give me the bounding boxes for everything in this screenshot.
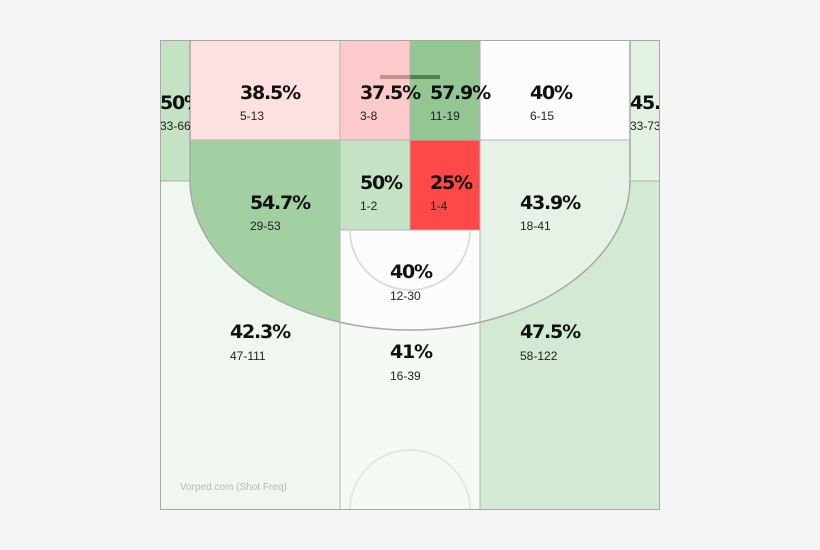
zone-label-paint-left-high: 50% xyxy=(360,172,403,194)
zone-top-key-mid xyxy=(340,230,480,330)
zone-left-corner-three xyxy=(160,40,190,181)
zone-count-paint-left-high: 1-2 xyxy=(360,199,378,213)
zone-label-paint-left-low: 37.5% xyxy=(360,82,421,104)
watermark: Vorped.com (Shot Freq) xyxy=(180,482,287,493)
court-lines xyxy=(160,40,660,510)
zone-label-right-wing-three: 47.5% xyxy=(520,321,581,343)
zone-label-paint-right-low: 57.9% xyxy=(430,82,491,104)
zone-count-paint-left-low: 3-8 xyxy=(360,109,378,123)
zone-count-top-key-mid: 12-30 xyxy=(390,289,421,303)
zone-label-paint-right-high: 25% xyxy=(430,172,473,194)
zone-count-paint-right-low: 11-19 xyxy=(430,109,460,123)
zone-label-left-wing-mid: 54.7% xyxy=(250,192,311,214)
zone-right-baseline-mid xyxy=(480,40,630,140)
zone-label-right-wing-mid: 43.9% xyxy=(520,192,581,214)
zone-label-right-corner-three: 45.2% xyxy=(630,92,691,114)
zone-count-right-corner-three: 33-73 xyxy=(630,119,661,133)
zone-count-left-baseline-mid: 5-13 xyxy=(240,109,264,123)
zone-label-left-corner-three: 50% xyxy=(160,92,203,114)
zone-count-right-wing-mid: 18-41 xyxy=(520,219,551,233)
zone-count-left-wing-mid: 29-53 xyxy=(250,219,281,233)
zone-label-left-wing-three: 42.3% xyxy=(230,321,291,343)
court-border xyxy=(160,40,660,510)
zone-paint-left-low xyxy=(340,40,410,140)
zone-labels: 50% 33-66 38.5% 5-13 37.5% 3-8 57.9% 11-… xyxy=(160,82,691,383)
zone-paint-right-high xyxy=(410,140,480,230)
zone-paint-left-high xyxy=(340,140,410,230)
zone-count-left-wing-three: 47-111 xyxy=(230,349,266,363)
zone-paint-right-low xyxy=(410,40,480,140)
zone-label-right-baseline-mid: 40% xyxy=(530,82,573,104)
zone-count-right-baseline-mid: 6-15 xyxy=(530,109,554,123)
zone-count-right-wing-three: 58-122 xyxy=(520,349,558,363)
zone-label-top-three: 41% xyxy=(390,341,433,363)
zone-count-paint-right-high: 1-4 xyxy=(430,199,448,213)
zone-count-top-three: 16-39 xyxy=(390,369,421,383)
zone-label-top-key-mid: 40% xyxy=(390,261,433,283)
zone-label-left-baseline-mid: 38.5% xyxy=(240,82,301,104)
zone-count-left-corner-three: 33-66 xyxy=(160,119,191,133)
zone-right-corner-three xyxy=(630,40,660,181)
zone-left-baseline-mid xyxy=(190,40,340,140)
